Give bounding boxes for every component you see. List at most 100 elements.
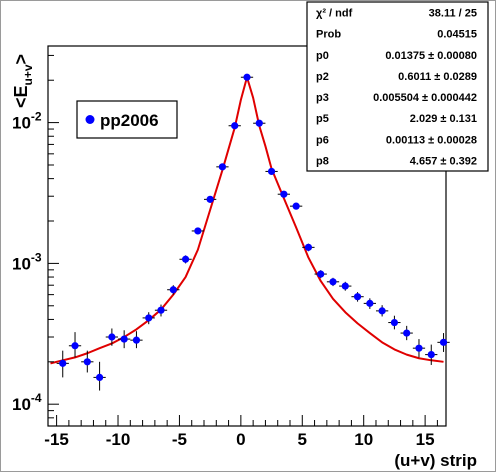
data-marker: [145, 314, 153, 322]
x-tick-label: 10: [354, 430, 373, 449]
data-point: [253, 119, 266, 127]
data-point: [93, 361, 106, 391]
data-marker: [329, 278, 337, 286]
y-tick-label-base: 10: [12, 114, 31, 133]
data-point: [388, 315, 401, 330]
data-marker: [304, 243, 313, 251]
data-marker: [378, 307, 386, 315]
x-tick-label: -5: [172, 430, 187, 449]
stats-row-value: 0.01375 ± 0.00080: [385, 50, 477, 62]
data-point: [412, 339, 426, 358]
stats-row-value: 2.029 ± 0.131: [410, 113, 477, 125]
stats-row-value: 0.005504 ± 0.000442: [373, 92, 477, 104]
data-marker: [83, 358, 91, 366]
data-marker: [71, 342, 79, 350]
data-marker: [243, 73, 251, 81]
data-point: [191, 227, 205, 235]
data-point: [167, 285, 180, 295]
data-point: [351, 292, 364, 302]
y-tick-label: 10-4: [12, 391, 42, 414]
stats-row-label: p8: [316, 155, 329, 167]
data-point: [277, 190, 290, 198]
data-marker: [95, 373, 104, 381]
data-marker: [59, 359, 67, 367]
stats-row-label: χ² / ndf: [316, 8, 353, 20]
stats-row-value: 38.11 / 25: [429, 8, 477, 20]
data-point: [81, 350, 94, 373]
data-point: [228, 122, 241, 130]
y-tick-label: 10-2: [12, 110, 42, 133]
data-point: [204, 195, 217, 203]
stats-row-label: p3: [316, 92, 329, 104]
data-point: [363, 298, 376, 309]
data-marker: [267, 167, 276, 176]
data-point: [142, 312, 155, 325]
data-point: [425, 344, 438, 365]
data-marker: [427, 351, 435, 359]
legend-box: pp2006: [76, 100, 178, 139]
data-marker: [181, 255, 190, 263]
data-point: [105, 328, 119, 346]
data-point: [216, 163, 229, 171]
stats-row-value: 0.6011 ± 0.0289: [398, 71, 477, 83]
data-point: [400, 325, 413, 341]
y-tick-label-base: 10: [12, 254, 31, 273]
x-tick-label: 5: [298, 430, 307, 449]
y-tick-label-base: 10: [12, 395, 31, 414]
data-marker: [317, 270, 325, 278]
data-marker: [292, 202, 300, 210]
data-marker: [169, 286, 177, 294]
data-marker: [415, 344, 423, 352]
data-point: [437, 333, 450, 352]
data-point: [339, 281, 352, 291]
data-point: [179, 255, 192, 264]
stats-frame: [306, 1, 489, 172]
stats-row-label: p5: [316, 113, 329, 125]
data-point: [68, 332, 82, 358]
y-axis-title-text: <Eu+v>: [11, 54, 35, 108]
data-marker: [403, 329, 411, 337]
y-tick-label-exponent: -4: [31, 391, 42, 405]
data-marker: [194, 227, 202, 235]
data-point: [154, 304, 168, 317]
data-marker: [132, 336, 141, 344]
stats-row-label: Prob: [316, 29, 341, 41]
data-marker: [157, 306, 165, 314]
y-tick-label: 10-3: [12, 250, 42, 273]
x-tick-label: 15: [416, 430, 435, 449]
stats-row-label: p0: [316, 50, 329, 62]
data-marker: [218, 163, 227, 171]
data-point: [326, 277, 340, 287]
y-axis-title-sub: u+v: [21, 64, 35, 85]
data-point: [375, 305, 389, 317]
data-marker: [341, 282, 349, 290]
data-point: [265, 167, 278, 176]
data-point: [118, 330, 131, 349]
data-marker: [366, 299, 374, 307]
data-marker: [439, 338, 448, 346]
data-point: [289, 202, 303, 210]
data-point: [314, 270, 327, 279]
data-point: [56, 350, 69, 378]
data-point: [302, 243, 315, 252]
y-axis-title-main: <E: [11, 85, 31, 108]
stats-row-value: 0.04515: [437, 29, 477, 41]
y-axis-title: <Eu+v>: [11, 54, 35, 108]
stats-row-value: 0.00113 ± 0.00028: [386, 134, 477, 146]
data-marker: [120, 335, 128, 343]
data-points-layer: [56, 73, 450, 391]
x-tick-label: -10: [106, 430, 131, 449]
y-tick-label-exponent: -3: [31, 250, 42, 264]
data-marker: [280, 190, 288, 198]
data-point: [240, 73, 254, 81]
data-marker: [231, 122, 239, 130]
x-tick-label: 0: [236, 430, 245, 449]
data-marker: [108, 333, 116, 341]
legend-marker: [85, 115, 95, 124]
y-axis-title-close: >: [11, 54, 31, 65]
x-tick-label: -15: [44, 430, 69, 449]
data-point: [130, 331, 143, 349]
